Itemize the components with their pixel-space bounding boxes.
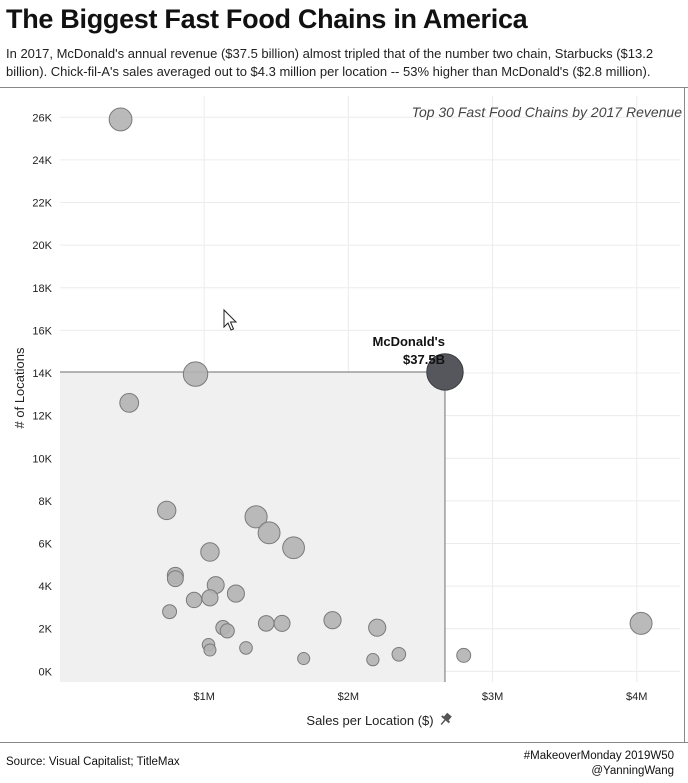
- data-point: [239, 641, 253, 655]
- data-point: [157, 500, 177, 521]
- y-tick-labels: 0K 2K 4K 6K 8K 10K 12K 14K 16K 18K 20K 22K 24K 26K: [32, 112, 52, 678]
- y-tick-label: 8K: [39, 496, 53, 508]
- data-point: [297, 652, 311, 666]
- author-handle: @YanningWang: [591, 765, 674, 777]
- data-point: [273, 614, 291, 632]
- author-credit: #MakeoverMonday 2019W50 @YanningWang: [524, 749, 674, 779]
- data-point: [200, 542, 220, 562]
- y-tick-label: 24K: [32, 155, 52, 167]
- y-tick-label: 6K: [39, 538, 53, 550]
- data-point: [366, 652, 380, 667]
- x-tick-label: $4M: [626, 691, 647, 703]
- data-point: [226, 584, 245, 603]
- makeover-monday-tag: #MakeoverMonday 2019W50: [523, 750, 674, 762]
- y-tick-label: 16K: [32, 325, 52, 337]
- pin-icon[interactable]: [437, 711, 453, 727]
- reference-lines: [60, 371, 446, 682]
- y-axis-title: # of Locations: [12, 347, 27, 428]
- data-point-mcdonalds: [426, 353, 464, 391]
- bubble-layer[interactable]: [108, 107, 653, 667]
- data-point: [282, 536, 305, 560]
- data-point: [456, 647, 472, 663]
- y-tick-label: 14K: [32, 368, 52, 380]
- chart-frame-top: [0, 87, 688, 88]
- data-point: [391, 646, 407, 662]
- x-tick-labels: $1M $2M $3M $4M: [193, 691, 647, 703]
- data-point: [257, 521, 281, 545]
- chart-frame-right: [684, 87, 685, 743]
- y-tick-label: 2K: [39, 624, 53, 636]
- source-credit: Source: Visual Capitalist; TitleMax: [6, 756, 180, 768]
- page-title: The Biggest Fast Food Chains in America: [6, 4, 528, 34]
- data-point: [166, 570, 184, 588]
- highlight-label-name: McDonald's: [373, 334, 445, 349]
- y-tick-label: 20K: [32, 240, 52, 252]
- data-point: [119, 392, 140, 413]
- chart-frame-bottom: [0, 742, 688, 743]
- data-point: [185, 591, 203, 609]
- highlight-label-value: $37.5B: [403, 352, 445, 367]
- y-tick-label: 18K: [32, 283, 52, 295]
- y-tick-label: 4K: [39, 581, 53, 593]
- data-point: [203, 643, 217, 657]
- x-tick-label: $1M: [193, 691, 214, 703]
- data-point: [323, 611, 342, 630]
- data-point: [257, 615, 275, 632]
- data-point: [629, 611, 653, 635]
- y-tick-label: 10K: [32, 453, 52, 465]
- data-point: [244, 505, 268, 529]
- data-point: [108, 107, 133, 132]
- chart-annotation: Top 30 Fast Food Chains by 2017 Revenue: [412, 104, 683, 120]
- y-tick-label: 22K: [32, 198, 52, 210]
- x-tick-label: $3M: [482, 691, 503, 703]
- data-point: [368, 618, 387, 637]
- data-point: [182, 361, 209, 387]
- y-tick-label: 26K: [32, 112, 52, 124]
- data-point: [219, 623, 235, 639]
- data-point: [162, 604, 178, 620]
- y-tick-label: 12K: [32, 411, 52, 423]
- data-point: [201, 589, 219, 607]
- page-subtitle: In 2017, McDonald's annual revenue ($37.…: [6, 46, 654, 79]
- x-tick-label: $2M: [338, 691, 359, 703]
- x-axis-title: Sales per Location ($): [306, 713, 433, 728]
- y-tick-label: 0K: [39, 666, 53, 678]
- mouse-cursor-icon: [223, 308, 238, 331]
